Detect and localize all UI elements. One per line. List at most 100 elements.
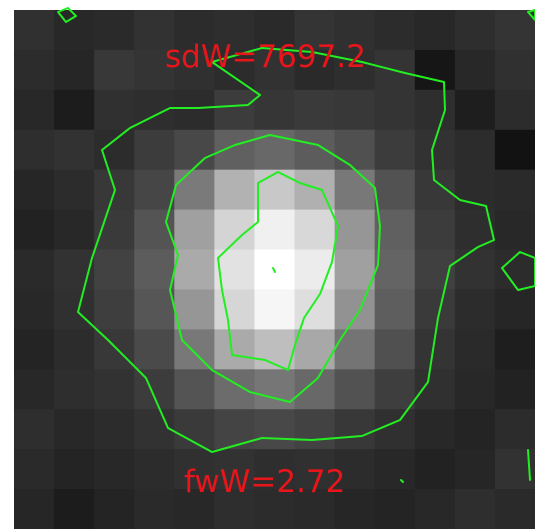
pixel-cell xyxy=(294,369,336,410)
pixel-cell xyxy=(214,289,256,330)
pixel-cell xyxy=(494,489,535,529)
outer-contour xyxy=(77,47,495,453)
top-left-contour xyxy=(57,7,77,23)
pixel-cell xyxy=(374,329,416,370)
pixel-cell xyxy=(494,409,535,450)
pixel-cell xyxy=(134,369,175,410)
pixel-cell xyxy=(334,409,376,450)
pixel-cell xyxy=(174,489,215,529)
pixel-cell xyxy=(454,369,496,410)
pixel-cell xyxy=(494,289,535,330)
pixel-cell xyxy=(454,89,496,131)
pixel-cell xyxy=(94,209,135,251)
pixel-cell xyxy=(334,329,376,370)
pixel-cell xyxy=(134,129,175,171)
pixel-cell xyxy=(454,449,496,490)
center-mark xyxy=(272,267,276,273)
pixel-cell xyxy=(94,369,135,410)
pixel-cell xyxy=(374,289,416,330)
pixel-cell xyxy=(294,49,336,91)
top-label: sdW=7697.2 xyxy=(165,39,366,75)
pixel-cell xyxy=(174,169,215,211)
pixel-cell xyxy=(374,209,416,251)
pixel-grid xyxy=(14,10,535,529)
pixel-cell xyxy=(374,169,416,211)
pixel-cell xyxy=(294,409,336,450)
pixel-cell xyxy=(94,129,135,171)
pixel-cell xyxy=(294,329,336,370)
pixel-cell xyxy=(334,249,376,291)
pixel-cell xyxy=(254,49,296,91)
pixel-cell xyxy=(174,10,215,51)
pixel-cell xyxy=(254,369,296,410)
pixel-cell xyxy=(174,289,215,330)
top-right-contour xyxy=(527,9,535,21)
pixel-cell xyxy=(54,129,95,171)
pixel-cell xyxy=(494,89,535,131)
pixel-cell xyxy=(214,89,256,131)
pixel-cell xyxy=(254,169,296,211)
pixel-cell xyxy=(334,369,376,410)
pixel-cell xyxy=(254,449,296,490)
pixel-cell xyxy=(134,449,175,490)
pixel-cell xyxy=(374,129,416,171)
pixel-cell xyxy=(334,89,376,131)
pixel-cell xyxy=(414,209,456,251)
pixel-cell xyxy=(334,129,376,171)
pixel-cell xyxy=(94,449,135,490)
pixel-cell xyxy=(494,129,535,171)
pixel-cell xyxy=(14,369,55,410)
pixel-cell xyxy=(94,329,135,370)
pixel-cell xyxy=(94,289,135,330)
pixel-cell xyxy=(174,89,215,131)
pixel-cell xyxy=(214,329,256,370)
pixel-cell xyxy=(14,209,55,251)
pixel-cell xyxy=(134,409,175,450)
pixel-cell xyxy=(414,89,456,131)
pixel-cell xyxy=(14,329,55,370)
small-dot-contour xyxy=(400,479,404,483)
inner-contour xyxy=(217,171,339,371)
pixel-cell xyxy=(134,169,175,211)
pixel-cell xyxy=(494,369,535,410)
pixel-cell xyxy=(214,409,256,450)
pixel-cell xyxy=(94,409,135,450)
pixel-cell xyxy=(414,10,456,51)
pixel-cell xyxy=(174,369,215,410)
right-edge-contour xyxy=(501,251,535,291)
pixel-cell xyxy=(54,369,95,410)
pixel-cell xyxy=(254,489,296,529)
pixel-cell xyxy=(134,489,175,529)
pixel-cell xyxy=(454,329,496,370)
pixel-cell xyxy=(414,489,456,529)
pixel-cell xyxy=(334,449,376,490)
pixel-cell xyxy=(334,169,376,211)
pixel-cell xyxy=(334,289,376,330)
pixel-cell xyxy=(414,289,456,330)
pixel-cell xyxy=(374,10,416,51)
pixel-cell xyxy=(174,449,215,490)
pixel-cell xyxy=(134,89,175,131)
pixel-cell xyxy=(54,49,95,91)
pixel-cell xyxy=(14,409,55,450)
pixel-cell xyxy=(414,49,456,91)
pixel-cell xyxy=(374,369,416,410)
pixel-cell xyxy=(454,409,496,450)
pixel-cell xyxy=(494,49,535,91)
pixel-cell xyxy=(54,409,95,450)
pixel-cell xyxy=(454,249,496,291)
pixel-cell xyxy=(14,129,55,171)
pixel-cell xyxy=(14,10,55,51)
pixel-cell xyxy=(374,449,416,490)
pixel-cell xyxy=(214,489,256,529)
pixel-cell xyxy=(494,169,535,211)
pixel-cell xyxy=(174,49,215,91)
pixel-cell xyxy=(334,49,376,91)
pixel-cell xyxy=(414,409,456,450)
pixel-cell xyxy=(134,289,175,330)
pixel-cell xyxy=(254,209,296,251)
pixel-cell xyxy=(214,169,256,211)
pixel-cell xyxy=(374,409,416,450)
pixel-cell xyxy=(14,169,55,211)
